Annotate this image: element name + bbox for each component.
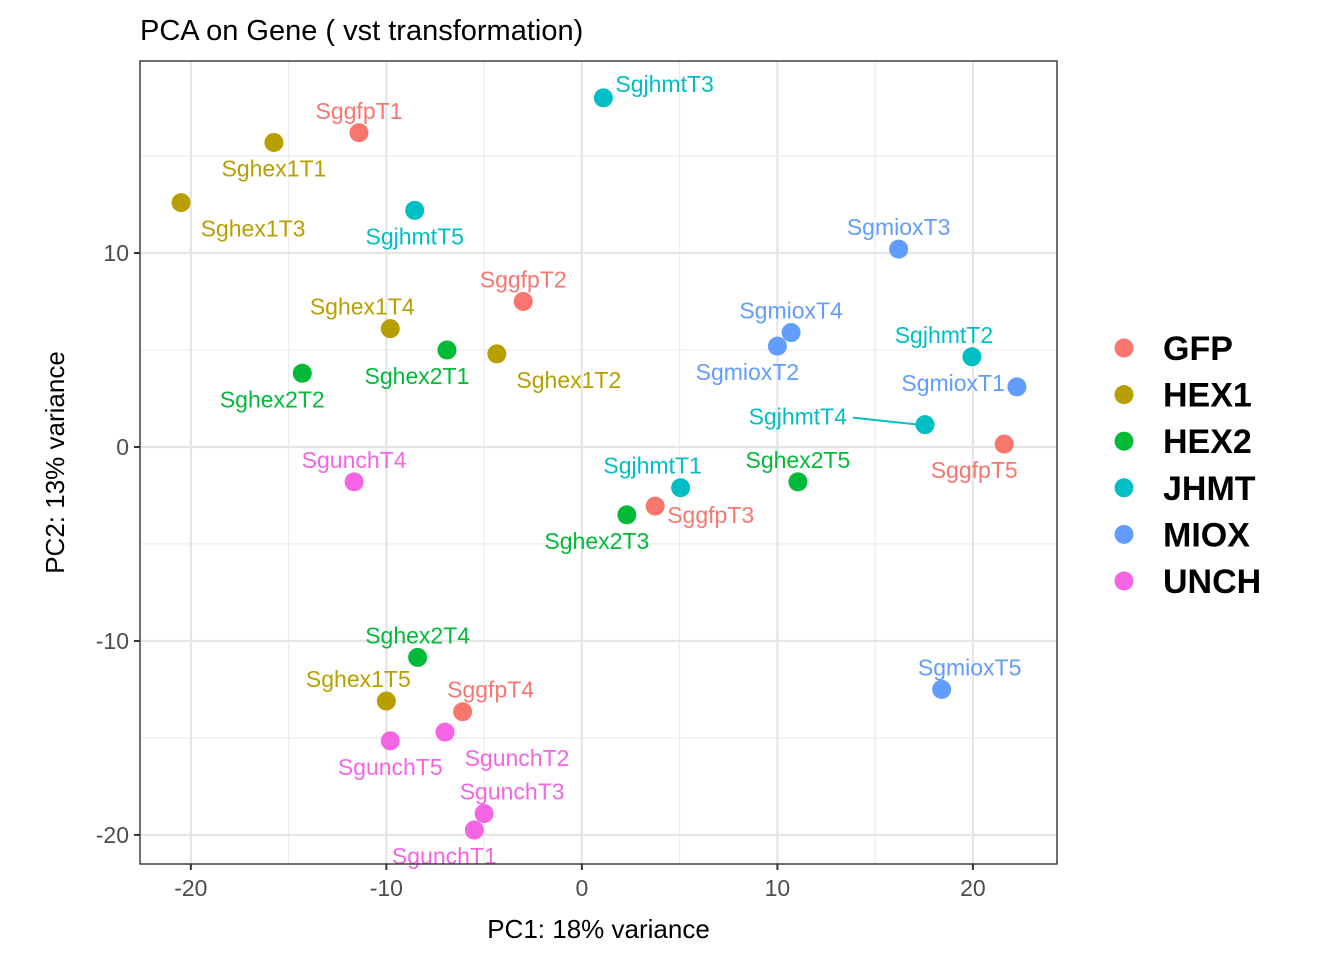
data-point: [380, 319, 400, 339]
point-label: SgunchT1: [392, 843, 497, 869]
data-point: [292, 363, 312, 383]
legend-key: [1114, 478, 1134, 498]
point-label: SggfpT3: [667, 502, 754, 528]
grid-minor: [140, 61, 1057, 864]
y-axis-title: PC2: 13% variance: [40, 351, 70, 574]
point-label: Sghex2T3: [544, 528, 649, 554]
x-tick-label: 20: [960, 875, 986, 901]
data-point: [349, 123, 369, 143]
point-label: SggfpT4: [447, 677, 534, 703]
panel-background: [140, 61, 1057, 864]
data-point: [994, 434, 1014, 454]
x-tick-label: -20: [174, 875, 207, 901]
point-label: SgmioxT2: [696, 359, 800, 385]
legend-key: [1114, 385, 1134, 405]
point-label: Sghex1T2: [516, 367, 621, 393]
legend-key: [1114, 431, 1134, 451]
point-label: SggfpT1: [316, 98, 403, 124]
point-label: SgjhmtT1: [603, 453, 701, 479]
point-label: SgjhmtT3: [615, 71, 713, 97]
point-label: Sghex1T5: [306, 666, 411, 692]
point-label: SgunchT2: [465, 745, 570, 771]
y-tick-label: 10: [103, 240, 129, 266]
data-point: [781, 323, 801, 343]
data-point: [408, 647, 428, 667]
data-point: [453, 702, 473, 722]
panel-border: [139, 60, 1058, 865]
data-point: [464, 820, 484, 840]
data-point: [344, 472, 364, 492]
point-label: SgmioxT1: [901, 370, 1005, 396]
point-label: SgjhmtT4: [749, 404, 848, 430]
data-point: [487, 344, 507, 364]
point-label: SgunchT4: [302, 447, 407, 473]
legend-label: HEX2: [1163, 423, 1252, 461]
point-label: SgmioxT3: [847, 214, 951, 240]
data-point: [264, 132, 284, 152]
point-label: SgmioxT5: [918, 654, 1022, 680]
legend-label: UNCH: [1163, 563, 1261, 601]
data-point: [889, 239, 909, 259]
data-point: [593, 88, 613, 108]
plot-panel: SggfpT1 SggfpT2 SggfpT3 SggfpT4 SggfpT5 Sghex…: [139, 60, 1058, 869]
point-label: SgunchT3: [460, 779, 565, 805]
point-label: Sghex1T1: [222, 155, 327, 181]
x-tick-label: 0: [575, 875, 588, 901]
data-point: [915, 415, 935, 435]
point-label: SggfpT2: [480, 267, 567, 293]
legend-label: GFP: [1163, 330, 1233, 368]
point-label: SggfpT5: [931, 457, 1018, 483]
data-point: [435, 722, 455, 742]
point-label: SgmioxT4: [739, 298, 843, 324]
x-tick-label: 10: [765, 875, 791, 901]
legend-label: JHMT: [1163, 470, 1256, 508]
point-label: Sghex2T5: [746, 447, 851, 473]
data-point: [474, 804, 494, 824]
data-point: [962, 347, 982, 367]
point-label: Sghex1T4: [310, 294, 415, 320]
legend-label: HEX1: [1163, 377, 1252, 415]
legend-key: [1114, 524, 1134, 544]
data-point: [788, 472, 808, 492]
data-points: [171, 88, 1027, 840]
point-label: Sghex2T4: [365, 622, 470, 648]
point-label: Sghex2T1: [365, 363, 470, 389]
data-point: [617, 505, 637, 525]
data-point: [513, 292, 533, 312]
data-point: [171, 193, 191, 213]
y-axis: -20 -10 0 10: [96, 240, 140, 848]
legend: GFP HEX1 HEX2 JHMT MIOX UNCH: [1114, 330, 1261, 601]
grid-major: [140, 61, 1057, 864]
data-point: [1007, 377, 1027, 397]
x-tick-label: -10: [370, 875, 403, 901]
x-axis-title: PC1: 18% variance: [487, 914, 710, 944]
x-axis: -20 -10 0 10 20: [174, 864, 986, 901]
legend-key: [1114, 571, 1134, 591]
data-point: [376, 691, 396, 711]
data-point: [437, 340, 457, 360]
data-point: [380, 731, 400, 751]
point-label: SgjhmtT2: [895, 322, 993, 348]
point-label: Sghex2T2: [220, 386, 325, 412]
data-point: [671, 478, 691, 498]
y-tick-label: -20: [96, 822, 129, 848]
chart-title: PCA on Gene ( vst transformation): [140, 15, 583, 47]
point-label: SgunchT5: [338, 754, 443, 780]
data-point: [405, 200, 425, 220]
label-connector: [852, 416, 920, 426]
data-point: [645, 496, 665, 516]
point-label: Sghex1T3: [201, 216, 306, 242]
data-point: [932, 679, 952, 699]
legend-label: MIOX: [1163, 516, 1250, 554]
data-point: [767, 336, 787, 356]
point-labels: SggfpT1 SggfpT2 SggfpT3 SggfpT4 SggfpT5 Sghex…: [201, 71, 1022, 869]
point-label: SgjhmtT5: [365, 223, 463, 249]
legend-key: [1114, 338, 1134, 358]
y-tick-label: 0: [116, 434, 129, 460]
label-connectors: [852, 416, 920, 426]
y-tick-label: -10: [96, 628, 129, 654]
